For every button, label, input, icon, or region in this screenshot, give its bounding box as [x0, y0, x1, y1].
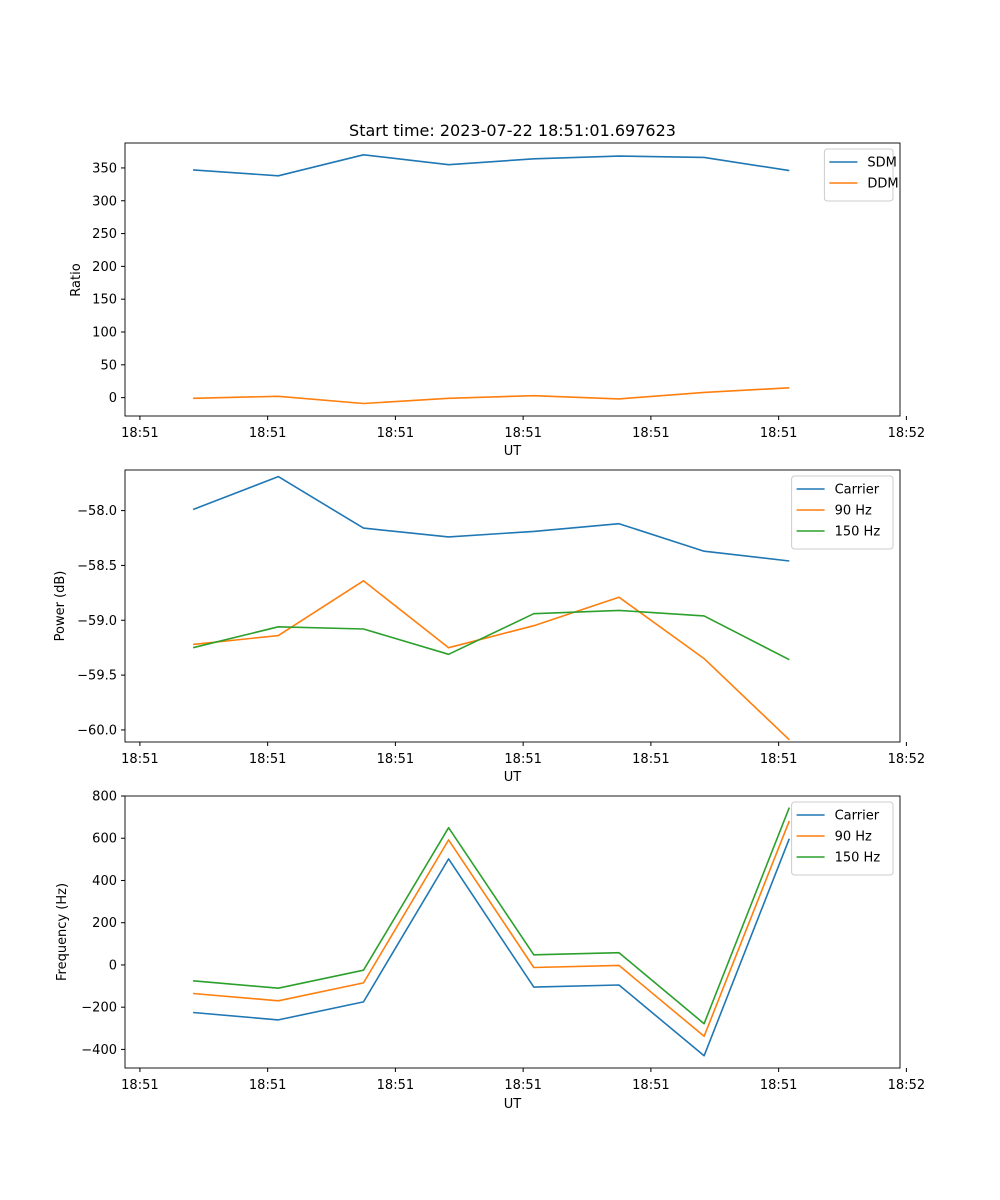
axes-frame: [124, 142, 901, 417]
y-tick-label: 50: [100, 358, 117, 373]
series-line-150-hz: [192, 609, 790, 661]
x-tick-label: 18:51: [760, 1078, 797, 1093]
y-axis-label-power: Power (dB): [53, 571, 68, 642]
y-tick-label: 150: [92, 293, 117, 308]
axes-frame: [124, 469, 901, 743]
x-tick-label: 18:51: [504, 426, 541, 441]
chart-title: Start time: 2023-07-22 18:51:01.697623: [349, 121, 676, 140]
x-tick-label: 18:51: [760, 426, 797, 441]
x-axis-label-frequency: UT: [504, 1097, 522, 1112]
y-axis-label-frequency: Frequency (Hz): [55, 883, 70, 981]
x-axis-label-power: UT: [504, 770, 522, 785]
x-tick-label: 18:51: [632, 752, 669, 767]
legend: Carrier 90 Hz 150 Hz: [791, 475, 894, 550]
x-tick-label: 18:51: [249, 752, 286, 767]
series-line-sdm: [193, 154, 790, 177]
y-tick-label: −58.5: [77, 559, 117, 574]
y-tick-label: 300: [92, 194, 117, 209]
y-tick-label: 350: [92, 161, 117, 176]
y-tick-label: −59.0: [77, 614, 117, 629]
legend-entry: 90 Hz: [835, 504, 872, 519]
plot-area-frequency: −400 −200 0 200 400 600 800 18:51 18:51 18:51 18:5…: [81, 790, 925, 1094]
x-tick-label: 18:51: [377, 1078, 414, 1093]
y-axis-label-ratio: Ratio: [69, 263, 84, 296]
plot-area-power: −58.0 −58.5 −59.0 −59.5 −60.0 18:51 18:51 18:51…: [77, 469, 925, 767]
y-tick-label: 200: [92, 916, 117, 931]
subplot-ratio: Start time: 2023-07-22 18:51:01.697623 0…: [69, 121, 925, 459]
legend-entry: DDM: [867, 177, 898, 192]
plot-area-ratio: 0 50 100 150 200 250 300 350 18:51 18:51 18:51 18:5…: [92, 142, 925, 441]
legend: Carrier 90 Hz 150 Hz: [791, 801, 894, 876]
y-tick-label: 400: [92, 874, 117, 889]
subplot-frequency: −400 −200 0 200 400 600 800 18:51 18:51 18:51 18:5…: [55, 790, 925, 1113]
y-tick-label: −400: [81, 1043, 117, 1058]
series-line-ddm: [193, 387, 790, 405]
y-tick-label: 100: [92, 326, 117, 341]
legend-entry: SDM: [867, 156, 896, 171]
legend-entry: 90 Hz: [835, 830, 872, 845]
x-tick-label: 18:51: [632, 1078, 669, 1093]
y-tick-label: 800: [92, 790, 117, 805]
x-tick-label: 18:51: [760, 752, 797, 767]
legend-entry: Carrier: [835, 809, 880, 824]
y-tick-label: 250: [92, 227, 117, 242]
axes-frame: [124, 795, 901, 1069]
legend-entry: Carrier: [835, 483, 880, 498]
legend-entry: 150 Hz: [835, 851, 881, 866]
y-tick-label: 600: [92, 832, 117, 847]
subplot-power: −58.0 −58.5 −59.0 −59.5 −60.0 18:51 18:51 18:51…: [53, 469, 925, 785]
series-line-carrier: [192, 475, 790, 562]
legend: SDM DDM: [823, 148, 899, 202]
x-tick-label: 18:51: [504, 1078, 541, 1093]
x-tick-label: 18:52: [888, 752, 925, 767]
x-tick-label: 18:51: [249, 1078, 286, 1093]
y-tick-label: −59.5: [77, 669, 117, 684]
y-tick-label: −60.0: [77, 723, 117, 738]
x-tick-label: 18:51: [121, 1078, 158, 1093]
x-tick-label: 18:51: [121, 426, 158, 441]
series-line-150-hz: [193, 807, 791, 1025]
x-tick-label: 18:51: [504, 752, 541, 767]
series-line-carrier: [193, 838, 791, 1057]
legend-entry: 150 Hz: [835, 525, 881, 540]
x-tick-label: 18:51: [632, 426, 669, 441]
y-tick-label: 0: [109, 958, 117, 973]
y-tick-label: −200: [81, 1001, 117, 1016]
x-axis-label-ratio: UT: [504, 444, 522, 459]
y-tick-label: −58.0: [77, 504, 117, 519]
series-line-90-hz: [193, 820, 791, 1038]
x-tick-label: 18:51: [377, 752, 414, 767]
x-tick-label: 18:51: [249, 426, 286, 441]
x-tick-label: 18:52: [888, 1078, 925, 1093]
y-tick-label: 0: [109, 391, 117, 406]
x-tick-label: 18:51: [121, 752, 158, 767]
x-tick-label: 18:52: [888, 426, 925, 441]
x-tick-label: 18:51: [377, 426, 414, 441]
y-tick-label: 200: [92, 260, 117, 275]
